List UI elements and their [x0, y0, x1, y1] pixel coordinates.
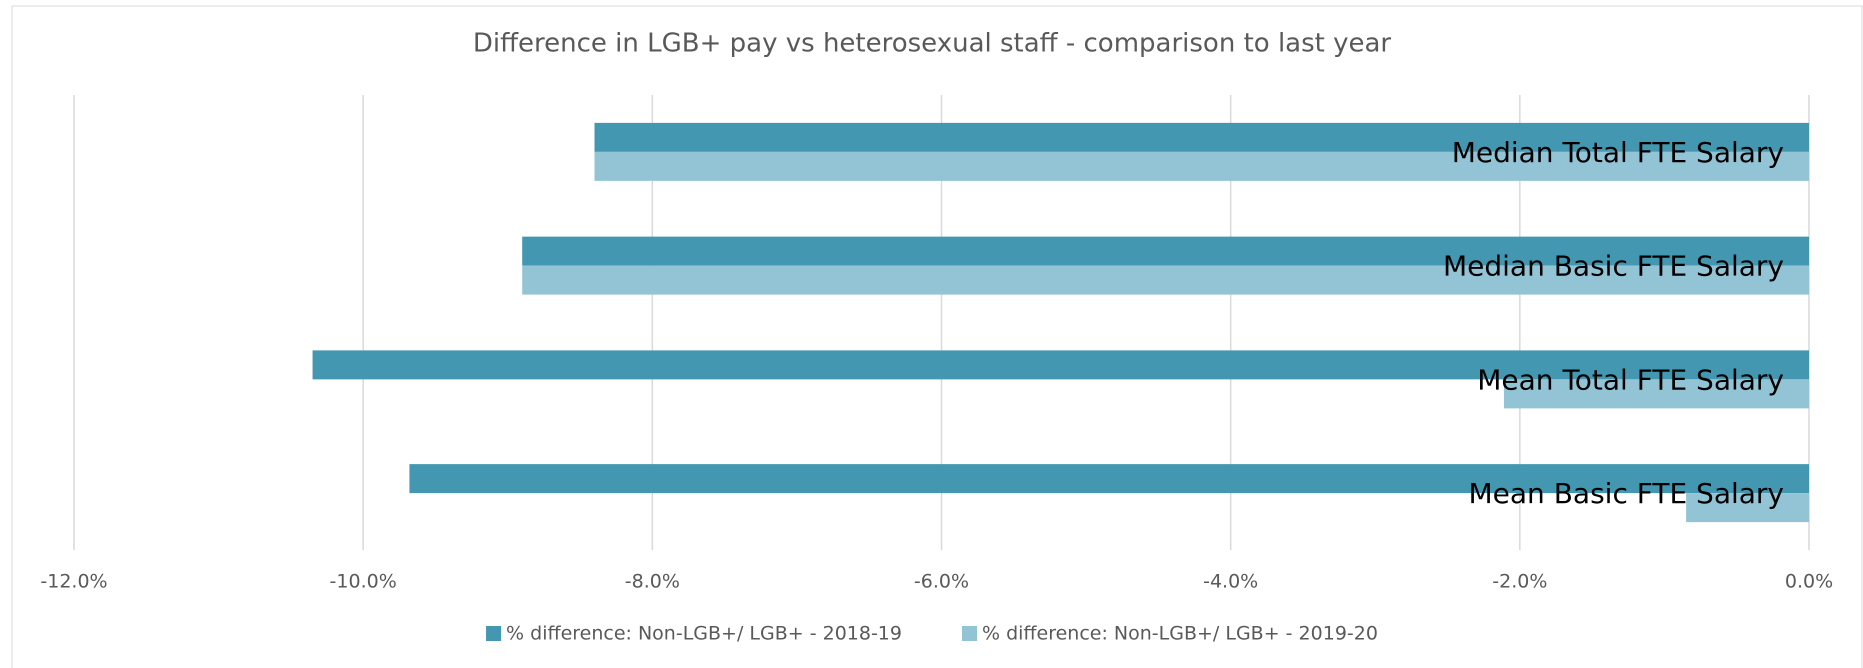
category-label: Mean Basic FTE Salary [1469, 477, 1784, 510]
bar [594, 122, 1809, 152]
bar [522, 265, 1810, 295]
legend-swatch [486, 626, 502, 641]
x-tick-label: -4.0% [1203, 571, 1258, 593]
bar [1503, 379, 1809, 409]
bar [522, 236, 1810, 266]
x-tick-label: -8.0% [625, 571, 680, 593]
category-label: Median Basic FTE Salary [1443, 250, 1784, 283]
category-label: Mean Total FTE Salary [1477, 363, 1784, 396]
chart-title: Difference in LGB+ pay vs heterosexual s… [473, 29, 1392, 59]
legend-swatch [962, 626, 977, 641]
x-tick-label: -2.0% [1492, 571, 1547, 593]
legend-label: % difference: Non-LGB+/ LGB+ - 2019-20 [982, 623, 1378, 645]
x-tick-label: -12.0% [40, 571, 107, 593]
chart-border [11, 5, 1863, 668]
bar [594, 151, 1809, 181]
legend-label: % difference: Non-LGB+/ LGB+ - 2018-19 [506, 623, 902, 645]
bar [312, 350, 1809, 380]
bar [409, 464, 1809, 494]
x-tick-label: -10.0% [330, 571, 397, 593]
bar [1686, 493, 1809, 523]
x-tick-label: 0.0% [1785, 571, 1833, 593]
x-tick-label: -6.0% [914, 571, 969, 593]
category-label: Median Total FTE Salary [1452, 136, 1784, 169]
